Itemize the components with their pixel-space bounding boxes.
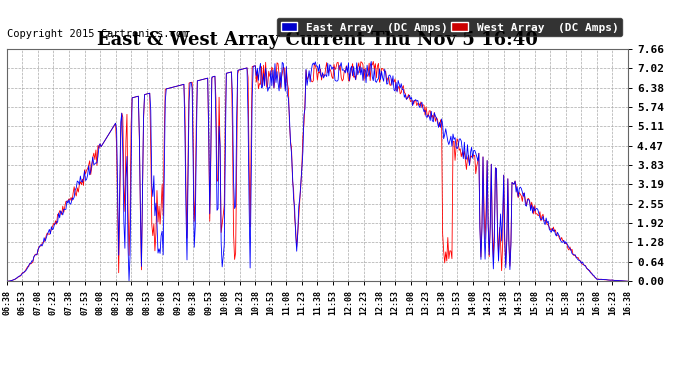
Title: East & West Array Current Thu Nov 5 16:40: East & West Array Current Thu Nov 5 16:4… — [97, 31, 538, 49]
Legend: East Array  (DC Amps), West Array  (DC Amps): East Array (DC Amps), West Array (DC Amp… — [277, 18, 622, 36]
Text: Copyright 2015 Cartronics.com: Copyright 2015 Cartronics.com — [7, 30, 188, 39]
